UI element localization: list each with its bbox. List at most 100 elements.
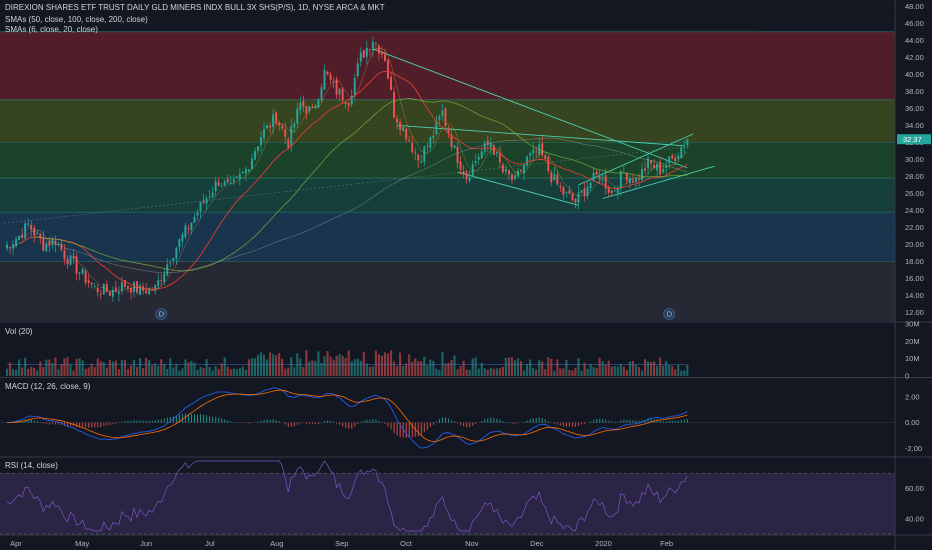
- macd-histogram-bar-206: [626, 419, 628, 423]
- candle-body-68: [208, 196, 211, 198]
- candle-body-186: [565, 192, 568, 193]
- macd-histogram-bar-58: [178, 414, 180, 423]
- zone-0: [0, 31, 895, 100]
- candle-body-98: [299, 102, 302, 110]
- candle-body-162: [492, 145, 495, 155]
- price-axis[interactable]: 48.00 46.00 44.00 42.00 40.00 38.00 36.00 34.00…: [897, 2, 931, 524]
- macd-pane-label[interactable]: MACD (12, 26, close, 9): [5, 382, 91, 391]
- volume-bar-202: [613, 366, 616, 376]
- time-tick-3: Jul: [205, 539, 215, 548]
- sma-legend-long[interactable]: SMAs (50, close, 100, close, 200, close): [5, 15, 148, 24]
- volume-bar-203: [616, 366, 619, 376]
- volume-bar-41: [126, 368, 130, 376]
- last-price-label: 32.37: [903, 135, 922, 144]
- volume-bar-8: [27, 368, 30, 376]
- macd-histogram-bar-162: [493, 418, 495, 423]
- candle-body-173: [526, 156, 529, 166]
- macd-histogram-bar-33: [103, 422, 105, 426]
- macd-histogram-bar-103: [314, 422, 317, 425]
- candle-body-224: [680, 147, 683, 159]
- volume-bar-15: [48, 359, 51, 376]
- macd-histogram-bar-140: [426, 422, 428, 430]
- time-tick-1: May: [75, 539, 89, 548]
- candle-body-198: [601, 176, 604, 178]
- macd-histogram-bar-53: [163, 418, 165, 423]
- volume-bar-131: [399, 352, 402, 376]
- macd-histogram-bar-60: [184, 413, 187, 423]
- candle-body-59: [181, 234, 184, 242]
- macd-histogram-bar-216: [656, 419, 658, 423]
- candle-body-214: [650, 160, 653, 164]
- time-axis[interactable]: Apr May Jun Jul Aug Sep Oct Nov Dec 2020 Feb: [10, 539, 673, 548]
- volume-bar-164: [498, 368, 501, 376]
- candle-body-58: [178, 239, 181, 248]
- candle-body-53: [163, 273, 166, 282]
- candle-body-130: [396, 118, 399, 123]
- candle-body-62: [190, 222, 193, 231]
- macd-histogram-bar-129: [393, 422, 395, 434]
- macd-histogram-bar-161: [490, 417, 492, 423]
- rsi-pane-label[interactable]: RSI (14, close): [5, 461, 58, 470]
- candle-body-106: [323, 69, 326, 90]
- macd-histogram-bar-80: [245, 422, 247, 424]
- candle-body-208: [631, 180, 634, 183]
- volume-bar-18: [57, 369, 60, 376]
- volume-bar-215: [653, 361, 656, 376]
- macd-histogram-bar-203: [617, 421, 619, 423]
- candle-body-140: [426, 145, 429, 147]
- sma-legend-short[interactable]: SMAs (6, close, 20, close): [5, 25, 98, 34]
- candle-body-105: [320, 87, 323, 101]
- price-tick-0: 48.00: [905, 2, 924, 11]
- candle-body-15: [48, 241, 51, 246]
- macd-histogram-bar-102: [311, 422, 314, 425]
- macd-histogram-bar-21: [66, 422, 69, 427]
- volume-bar-70: [214, 366, 217, 376]
- volume-bar-95: [290, 357, 293, 376]
- volume-bar-159: [483, 368, 486, 376]
- price-tick-12: 24.00: [905, 206, 924, 215]
- candle-body-97: [296, 108, 299, 124]
- macd-histogram-bar-222: [674, 420, 676, 423]
- volume-bar-163: [495, 368, 498, 376]
- candle-body-64: [196, 212, 199, 216]
- volume-bar-170: [516, 358, 520, 376]
- candle-body-199: [604, 175, 607, 189]
- macd-histogram-bar-179: [544, 419, 546, 423]
- chart-title[interactable]: DIREXION SHARES ETF TRUST DAILY GLD MINE…: [5, 3, 385, 12]
- volume-bar-121: [368, 366, 371, 376]
- macd-histogram-bar-7: [24, 419, 26, 423]
- macd-histogram-bar-76: [233, 422, 235, 423]
- volume-bar-79: [241, 366, 244, 376]
- candle-body-17: [54, 240, 57, 245]
- candle-body-94: [287, 139, 290, 148]
- macd-histogram-bar-91: [278, 421, 280, 423]
- macd-histogram-bar-113: [345, 422, 347, 428]
- candle-body-20: [63, 250, 66, 260]
- macd-histogram-bar-72: [221, 418, 223, 423]
- macd-histogram-bar-59: [181, 414, 183, 423]
- volume-bar-213: [646, 361, 650, 376]
- candle-body-40: [123, 280, 126, 287]
- candle-body-212: [644, 168, 646, 171]
- macd-histogram-bar-195: [593, 419, 595, 423]
- macd-histogram-bar-213: [647, 418, 649, 423]
- volume-bar-19: [60, 364, 63, 376]
- candle-body-25: [78, 272, 81, 274]
- candle-body-51: [157, 280, 160, 287]
- last-price-tag: [897, 134, 931, 145]
- volume-bar-217: [659, 357, 662, 376]
- candle-body-132: [402, 126, 405, 131]
- volume-pane-label[interactable]: Vol (20): [5, 327, 33, 336]
- sma-200-line: [3, 146, 691, 224]
- candle-body-9: [30, 225, 33, 231]
- volume-bar-81: [247, 359, 250, 376]
- macd-histogram-bar-158: [481, 420, 483, 423]
- candle-body-39: [120, 282, 123, 291]
- volume-bar-129: [392, 361, 396, 376]
- candle-body-34: [105, 284, 108, 293]
- macd-histogram-bar-94: [287, 422, 289, 427]
- price-tick-6: 36.00: [905, 104, 924, 113]
- volume-bar-139: [423, 356, 426, 376]
